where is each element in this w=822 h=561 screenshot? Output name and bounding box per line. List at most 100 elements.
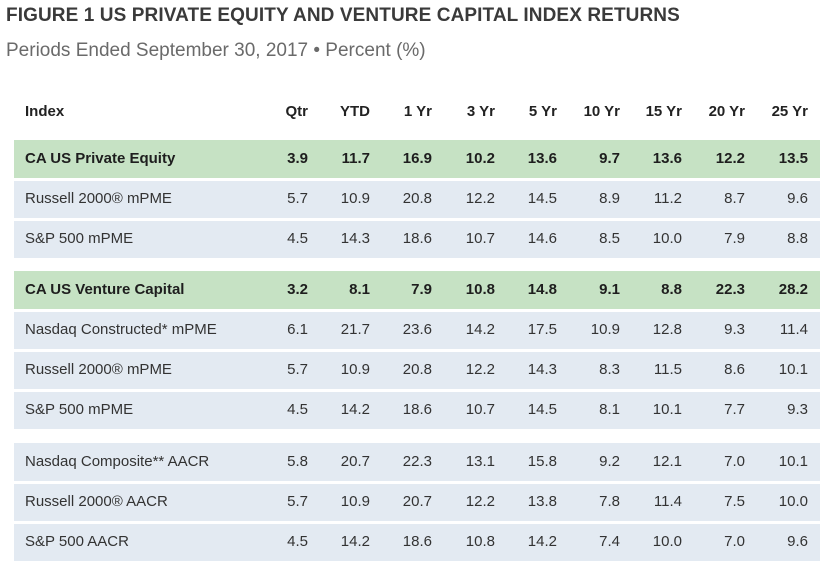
cell-qtr: 4.5 xyxy=(287,230,308,247)
cell-5-yr: 13.8 xyxy=(527,493,557,510)
cell-10-yr: 9.1 xyxy=(599,281,620,298)
group-header-row: CA US Private Equity 3.9 11.7 16.9 10.2 13.6 9… xyxy=(14,140,820,178)
cell-10-yr: 10.9 xyxy=(590,321,620,338)
cell-25-yr: 9.6 xyxy=(787,533,808,550)
cell-ytd: 10.9 xyxy=(340,361,370,378)
cell-20-yr: 7.0 xyxy=(724,453,745,470)
cell-3-yr: 12.2 xyxy=(465,361,495,378)
cell-qtr: 5.7 xyxy=(287,493,308,510)
column-header-5-yr: 5 Yr xyxy=(528,103,557,120)
column-header-25-yr: 25 Yr xyxy=(771,103,808,120)
cell-20-yr: 9.3 xyxy=(724,321,745,338)
table-row: Nasdaq Composite** AACR 5.8 20.7 22.3 13.1 15… xyxy=(14,443,820,481)
cell-15-yr: 11.2 xyxy=(653,190,682,207)
column-header-10-yr: 10 Yr xyxy=(583,103,620,120)
cell-qtr: 3.9 xyxy=(287,150,308,167)
cell-1-yr: 18.6 xyxy=(402,230,432,247)
table-row: Russell 2000® mPME 5.7 10.9 20.8 12.2 14.5 8.9… xyxy=(14,180,820,218)
cell-ytd: 10.9 xyxy=(340,190,370,207)
row-divider xyxy=(14,481,820,484)
cell-25-yr: 9.6 xyxy=(787,190,808,207)
row-index-name: Nasdaq Constructed* mPME xyxy=(25,321,217,338)
cell-5-yr: 15.8 xyxy=(527,453,557,470)
row-divider xyxy=(14,218,820,221)
cell-20-yr: 8.7 xyxy=(724,190,745,207)
cell-ytd: 14.2 xyxy=(340,533,370,550)
column-header-20-yr: 20 Yr xyxy=(708,103,745,120)
row-divider xyxy=(14,389,820,392)
cell-25-yr: 8.8 xyxy=(787,230,808,247)
cell-25-yr: 13.5 xyxy=(778,150,808,167)
row-index-name: Russell 2000® AACR xyxy=(25,493,168,510)
cell-5-yr: 13.6 xyxy=(527,150,557,167)
cell-ytd: 20.7 xyxy=(340,453,370,470)
table-row: Russell 2000® mPME 5.7 10.9 20.8 12.2 14.3 8.3… xyxy=(14,351,820,389)
cell-15-yr: 12.8 xyxy=(652,321,682,338)
group-header-row: CA US Venture Capital 3.2 8.1 7.9 10.8 14.8 9.… xyxy=(14,271,820,309)
cell-10-yr: 7.8 xyxy=(599,493,620,510)
row-index-name: S&P 500 AACR xyxy=(25,533,129,550)
cell-1-yr: 20.7 xyxy=(402,493,432,510)
cell-1-yr: 22.3 xyxy=(402,453,432,470)
cell-10-yr: 7.4 xyxy=(599,533,620,550)
table-row: Russell 2000® AACR 5.7 10.9 20.7 12.2 13.8 7.8… xyxy=(14,483,820,521)
cell-15-yr: 11.5 xyxy=(653,361,682,378)
table-row: Nasdaq Constructed* mPME 6.1 21.7 23.6 14.2 1… xyxy=(14,311,820,349)
column-header-1-yr: 1 Yr xyxy=(403,103,432,120)
cell-5-yr: 17.5 xyxy=(527,321,557,338)
cell-15-yr: 10.1 xyxy=(652,401,682,418)
cell-15-yr: 8.8 xyxy=(661,281,682,298)
cell-qtr: 6.1 xyxy=(287,321,308,338)
table-row: S&P 500 AACR 4.5 14.2 18.6 10.8 14.2 7.4 10.0 7.… xyxy=(14,523,820,561)
cell-qtr: 5.8 xyxy=(287,453,308,470)
cell-20-yr: 8.6 xyxy=(724,361,745,378)
cell-25-yr: 28.2 xyxy=(778,281,808,298)
figure-title: FIGURE 1 US PRIVATE EQUITY AND VENTURE C… xyxy=(6,5,680,26)
cell-3-yr: 12.2 xyxy=(465,190,495,207)
cell-3-yr: 10.7 xyxy=(465,230,495,247)
cell-3-yr: 10.2 xyxy=(465,150,495,167)
row-index-name: Russell 2000® mPME xyxy=(25,361,172,378)
column-header-index: Index xyxy=(25,103,65,120)
cell-1-yr: 18.6 xyxy=(402,401,432,418)
cell-5-yr: 14.2 xyxy=(527,533,557,550)
cell-10-yr: 8.1 xyxy=(599,401,620,418)
cell-20-yr: 7.0 xyxy=(724,533,745,550)
cell-qtr: 4.5 xyxy=(287,533,308,550)
cell-3-yr: 10.8 xyxy=(465,281,495,298)
cell-3-yr: 12.2 xyxy=(465,493,495,510)
cell-10-yr: 8.5 xyxy=(599,230,620,247)
cell-ytd: 21.7 xyxy=(340,321,370,338)
cell-5-yr: 14.5 xyxy=(527,401,557,418)
cell-5-yr: 14.5 xyxy=(527,190,557,207)
cell-20-yr: 22.3 xyxy=(715,281,745,298)
cell-1-yr: 20.8 xyxy=(402,361,432,378)
cell-25-yr: 11.4 xyxy=(779,321,808,338)
cell-25-yr: 10.1 xyxy=(778,361,808,378)
row-divider xyxy=(14,178,820,181)
cell-3-yr: 10.8 xyxy=(465,533,495,550)
row-index-name: CA US Private Equity xyxy=(25,150,176,167)
cell-1-yr: 18.6 xyxy=(402,533,432,550)
cell-25-yr: 10.0 xyxy=(778,493,808,510)
cell-25-yr: 10.1 xyxy=(778,453,808,470)
cell-3-yr: 14.2 xyxy=(465,321,495,338)
cell-ytd: 8.1 xyxy=(349,281,370,298)
column-header-qtr: Qtr xyxy=(285,103,309,120)
cell-10-yr: 8.3 xyxy=(599,361,620,378)
row-divider xyxy=(14,349,820,352)
cell-15-yr: 10.0 xyxy=(652,533,682,550)
cell-ytd: 11.7 xyxy=(341,150,370,167)
cell-ytd: 10.9 xyxy=(340,493,370,510)
cell-10-yr: 9.2 xyxy=(599,453,620,470)
cell-15-yr: 11.4 xyxy=(653,493,682,510)
table-header-row: Index Qtr YTD 1 Yr 3 Yr 5 Yr 10 Yr 15 Yr 20 Yr 25… xyxy=(14,93,820,131)
cell-ytd: 14.2 xyxy=(340,401,370,418)
cell-10-yr: 9.7 xyxy=(599,150,620,167)
cell-qtr: 4.5 xyxy=(287,401,308,418)
figure-subtitle: Periods Ended September 30, 2017 • Perce… xyxy=(6,40,426,61)
cell-1-yr: 16.9 xyxy=(402,150,432,167)
cell-25-yr: 9.3 xyxy=(787,401,808,418)
cell-20-yr: 7.9 xyxy=(724,230,745,247)
cell-15-yr: 13.6 xyxy=(652,150,682,167)
